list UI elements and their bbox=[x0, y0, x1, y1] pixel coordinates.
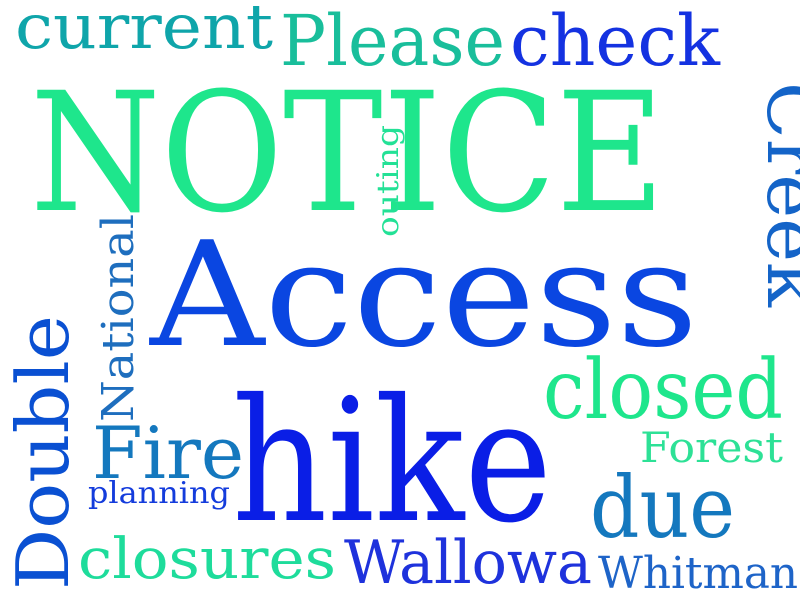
word-closures: closures bbox=[78, 527, 336, 592]
word-national: National bbox=[93, 214, 144, 422]
word-whitman: Whitman bbox=[598, 548, 798, 599]
word-wallowa: Wallowa bbox=[344, 528, 592, 598]
word-creek: Creek bbox=[751, 82, 800, 308]
word-closed: closed bbox=[543, 343, 783, 438]
word-planning: planning bbox=[88, 476, 230, 511]
word-forest: Forest bbox=[640, 423, 783, 472]
word-due: due bbox=[590, 459, 735, 558]
word-please: Please bbox=[280, 0, 505, 82]
word-fire: Fire bbox=[92, 411, 244, 495]
word-notice: NOTICE bbox=[30, 57, 665, 249]
word-access: Access bbox=[149, 211, 698, 380]
word-double: Double bbox=[1, 315, 85, 590]
word-outing: outing bbox=[371, 125, 406, 237]
word-hike: hike bbox=[232, 363, 552, 561]
word-check: check bbox=[510, 0, 721, 82]
word-current: current bbox=[15, 0, 273, 63]
